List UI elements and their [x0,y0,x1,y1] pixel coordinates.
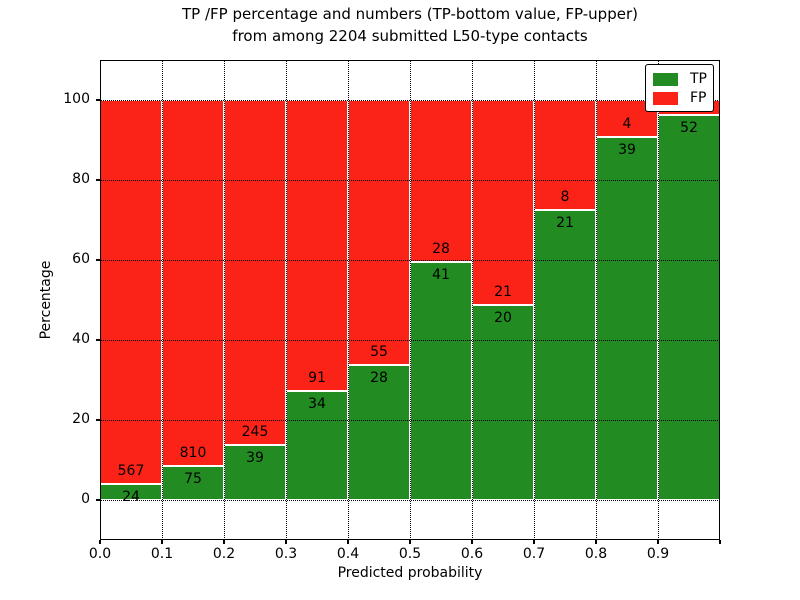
x-tick [347,540,349,544]
gridline-horizontal [100,180,720,181]
fp-count-label: 567 [117,462,145,479]
x-tick [161,540,163,544]
tp-count-label: 24 [122,488,140,505]
legend-label-fp: FP [690,90,707,106]
legend: TP FP [645,64,714,112]
y-tick-label: 100 [63,91,90,107]
chart-title-line1: TP /FP percentage and numbers (TP-bottom… [182,5,638,23]
gridline-vertical [534,60,535,540]
x-tick-label: 0.1 [150,546,174,562]
bar-tp-segment [162,466,224,500]
x-tick [285,540,287,544]
y-tick-label: 40 [72,331,90,347]
y-tick-label: 80 [72,171,90,187]
bar-fp-segment [472,100,534,305]
gridline-vertical [224,60,225,540]
bar-fp-segment [162,100,224,467]
gridline-vertical [162,60,163,540]
chart-title: TP /FP percentage and numbers (TP-bottom… [90,3,730,47]
x-tick-label: 0.8 [584,546,608,562]
y-tick [96,179,100,181]
tp-count-label: 21 [556,215,574,232]
x-tick-label: 0.3 [274,546,298,562]
bar-fp-segment [410,100,472,263]
fp-count-label: 21 [494,283,512,300]
x-tick [409,540,411,544]
x-tick [223,540,225,544]
gridline-vertical [472,60,473,540]
x-tick [471,540,473,544]
fp-count-label: 4 [622,116,632,133]
tp-count-label: 41 [432,267,450,284]
x-tick-label: 0.7 [522,546,546,562]
bar-tp-segment [472,304,534,500]
y-tick [96,259,100,261]
chart-title-line2: from among 2204 submitted L50-type conta… [232,27,588,45]
gridline-vertical [410,60,411,540]
bar-fp-segment [286,100,348,392]
gridline-vertical [348,60,349,540]
plot-area: TP FP 567 24 810 75 245 39 91 34 55 28 28 41 21 20 8 21… [100,60,720,540]
x-axis-label: Predicted probability [337,565,483,581]
y-tick-label: 20 [72,411,90,427]
bar-tp-segment [596,137,658,500]
y-tick-label: 60 [72,251,90,267]
y-tick [96,499,100,501]
fp-count-label: 8 [560,189,570,206]
x-tick [533,540,535,544]
bar-fp-segment [224,100,286,446]
tp-count-label: 28 [370,370,388,387]
x-tick [99,540,101,544]
y-tick [96,419,100,421]
fp-count-label: 55 [370,344,388,361]
tp-count-label: 34 [308,396,326,413]
x-tick-label: 0.5 [398,546,422,562]
gridline-horizontal [100,340,720,341]
legend-swatch-fp [653,92,678,105]
x-tick-label: 0.0 [88,546,112,562]
bar-fp-segment [100,100,162,484]
y-tick [96,99,100,101]
gridline-horizontal [100,260,720,261]
tp-count-label: 20 [494,309,512,326]
gridline-horizontal [100,500,720,501]
fp-count-label: 810 [179,445,207,462]
fp-count-label: 245 [241,424,269,441]
fp-count-label: 28 [432,241,450,258]
x-tick-label: 0.2 [212,546,236,562]
x-tick [595,540,597,544]
gridline-vertical [596,60,597,540]
y-axis-label: Percentage [38,260,54,340]
y-tick [96,339,100,341]
bar-fp-segment [348,100,410,366]
bar-tp-segment [658,114,720,500]
y-tick-label: 0 [81,491,90,507]
x-tick-label: 0.4 [336,546,360,562]
gridline-vertical [286,60,287,540]
bar-tp-segment [286,391,348,500]
fp-count-label: 91 [308,370,326,387]
tp-count-label: 75 [184,471,202,488]
legend-row-tp: TP [653,70,713,89]
gridline-vertical [658,60,659,540]
legend-label-tp: TP [690,71,707,87]
gridline-horizontal [100,100,720,101]
tp-count-label: 39 [618,142,636,159]
legend-swatch-tp [653,73,678,86]
x-tick-label: 0.9 [646,546,670,562]
tp-count-label: 39 [246,450,264,467]
gridline-horizontal [100,420,720,421]
legend-row-fp: FP [653,89,713,108]
x-tick [657,540,659,544]
bar-tp-segment [410,262,472,500]
bar-tp-segment [534,210,596,500]
tp-count-label: 52 [680,119,698,136]
x-tick [719,540,721,544]
x-tick-label: 0.6 [460,546,484,562]
